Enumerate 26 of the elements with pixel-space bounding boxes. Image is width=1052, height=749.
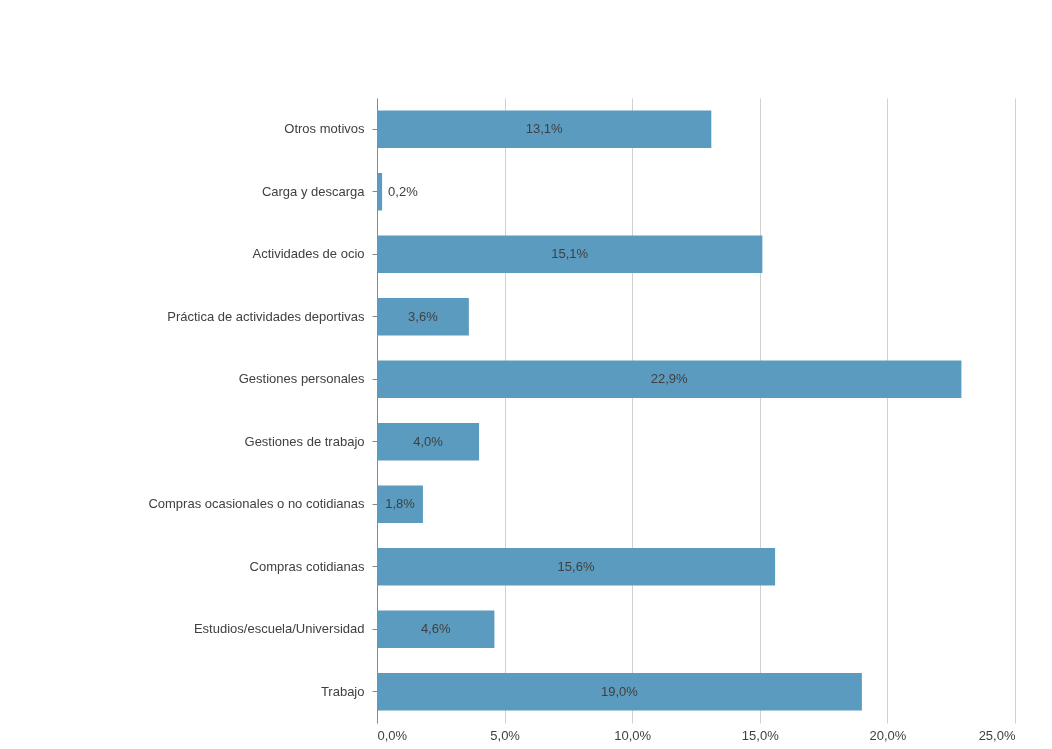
data-label: 13,1% xyxy=(525,121,564,137)
x-tick-label: 20,0% xyxy=(869,727,907,743)
x-tick-label: 10,0% xyxy=(614,727,652,743)
x-tick-label: 15,0% xyxy=(741,727,780,743)
y-tick-label: Trabajo xyxy=(320,683,365,699)
data-label: 15,1% xyxy=(551,246,589,262)
y-tick-label: Práctica de actividades deportivas xyxy=(167,308,365,324)
data-label: 22,9% xyxy=(650,371,689,387)
data-label: 19,0% xyxy=(601,683,639,699)
data-label: 4,6% xyxy=(420,621,451,637)
data-label: 0,2% xyxy=(388,183,419,199)
y-tick-label: Gestiones de trabajo xyxy=(244,433,365,449)
y-tick-label: Otros motivos xyxy=(284,121,365,137)
y-tick-label: Carga y descarga xyxy=(261,183,366,199)
data-label: 15,6% xyxy=(557,558,595,574)
x-tick-label: 0,0% xyxy=(377,727,408,743)
x-tick-label: 5,0% xyxy=(490,727,521,743)
y-tick-label: Compras ocasionales o no cotidianas xyxy=(148,496,365,512)
y-tick-label: Gestiones personales xyxy=(238,371,365,387)
data-label: 1,8% xyxy=(385,496,416,512)
y-tick-label: Actividades de ocio xyxy=(252,246,365,262)
y-tick-label: Compras cotidianas xyxy=(249,558,365,574)
data-label: 4,0% xyxy=(413,433,444,449)
data-label: 3,6% xyxy=(408,308,439,324)
x-tick-label: 25,0% xyxy=(978,727,1016,743)
y-tick-label: Estudios/escuela/Universidad xyxy=(193,621,365,637)
